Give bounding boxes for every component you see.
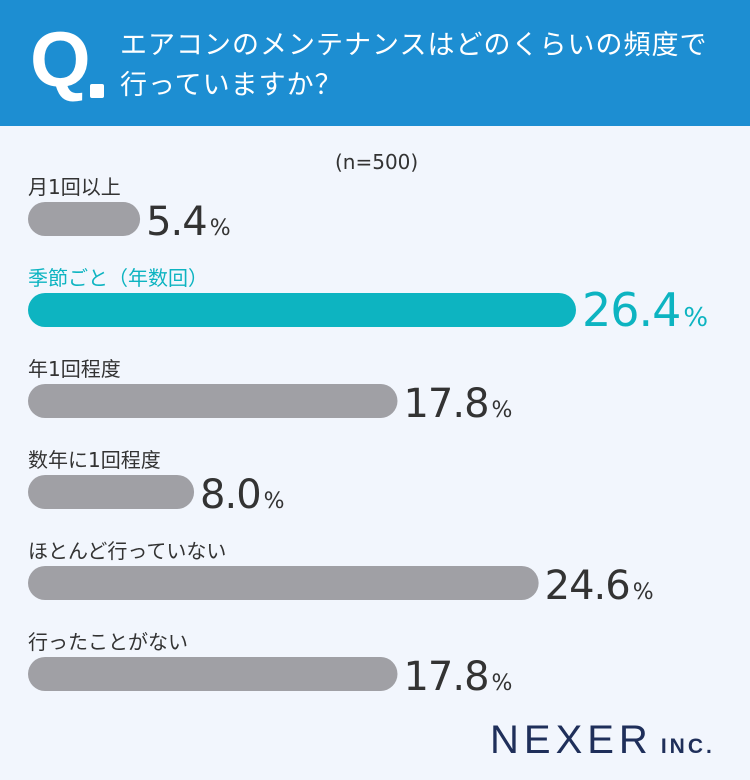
bar bbox=[28, 566, 539, 600]
value-label: 26.4% bbox=[582, 283, 707, 337]
category-label: 季節ごと（年数回） bbox=[28, 266, 208, 290]
value-unit: % bbox=[492, 671, 512, 696]
bar bbox=[28, 293, 576, 327]
value-unit: % bbox=[264, 489, 284, 514]
value-number: 17.8 bbox=[403, 381, 488, 427]
value-unit: % bbox=[210, 216, 230, 241]
value-number: 26.4 bbox=[582, 283, 680, 337]
question-mark-label: Q bbox=[30, 15, 91, 103]
value-unit: % bbox=[683, 303, 707, 333]
value-number: 24.6 bbox=[545, 563, 630, 609]
logo-sub-text: INC. bbox=[660, 735, 715, 758]
category-label: 行ったことがない bbox=[28, 630, 188, 654]
value-label: 24.6% bbox=[545, 563, 653, 609]
value-label: 17.8% bbox=[403, 654, 511, 700]
value-label: 17.8% bbox=[403, 381, 511, 427]
value-number: 5.4 bbox=[146, 199, 207, 245]
bar bbox=[28, 475, 195, 509]
logo-main-text: NEXER bbox=[490, 718, 653, 762]
sample-size-label: (n=500) bbox=[335, 150, 419, 174]
question-text: エアコンのメンテナンスはどのくらいの頻度で行っていますか？ bbox=[120, 30, 708, 101]
category-label: ほとんど行っていない bbox=[28, 539, 226, 563]
value-unit: % bbox=[492, 398, 512, 423]
bar bbox=[28, 384, 398, 418]
value-number: 8.0 bbox=[200, 472, 261, 518]
value-unit: % bbox=[633, 580, 653, 605]
category-label: 月1回以上 bbox=[28, 175, 121, 199]
question-header: Q エアコンのメンテナンスはどのくらいの頻度で行っていますか？ bbox=[0, 0, 750, 126]
bar bbox=[28, 202, 141, 236]
value-label: 8.0% bbox=[200, 472, 284, 518]
company-logo: NEXER INC. bbox=[490, 718, 715, 768]
category-label: 数年に1回程度 bbox=[28, 448, 161, 472]
bar bbox=[28, 657, 398, 691]
question-mark-dot bbox=[90, 84, 104, 98]
value-number: 17.8 bbox=[403, 654, 488, 700]
value-label: 5.4% bbox=[146, 199, 230, 245]
category-label: 年1回程度 bbox=[28, 357, 121, 381]
